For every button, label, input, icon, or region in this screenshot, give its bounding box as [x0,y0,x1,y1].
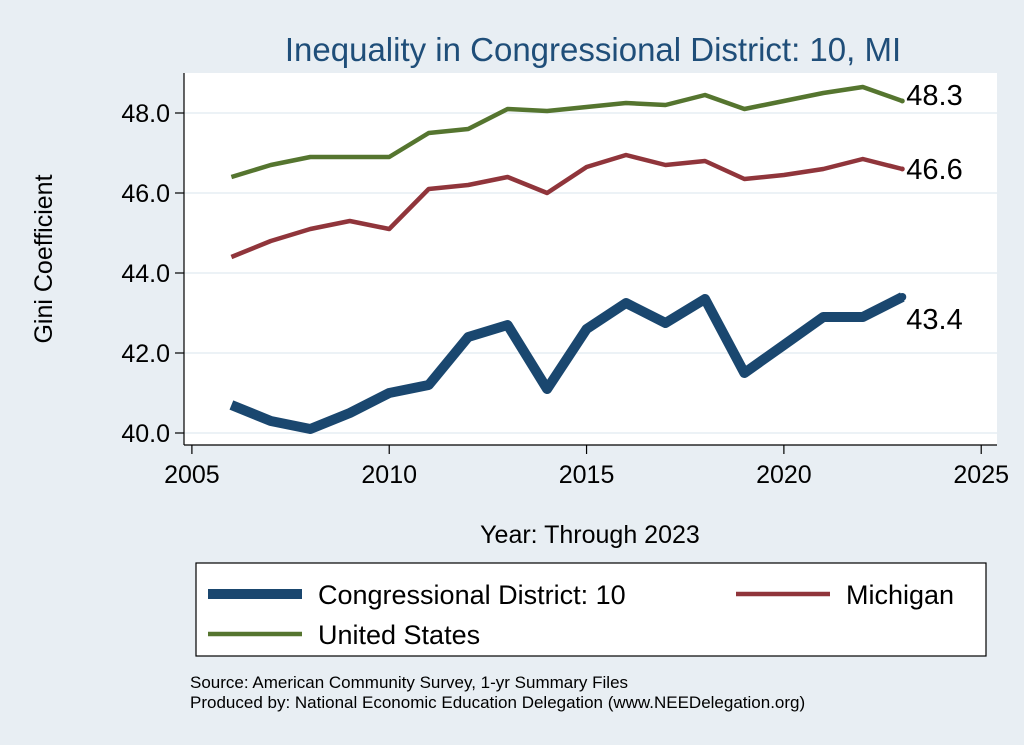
series-end-point-1 [899,166,905,172]
end-labels: 48.3 46.6 43.4 [906,80,962,336]
legend-label-0: Congressional District: 10 [318,580,626,610]
y-tick-label: 48.0 [121,100,170,128]
series-line-1 [230,152,903,260]
series-line-0 [229,292,905,434]
x-tick-label: 2015 [559,461,615,489]
x-tick-label: 2010 [361,461,417,489]
gridlines [184,112,997,434]
legend: Congressional District: 10 Michigan United… [208,580,954,650]
x-tick-label: 2025 [953,461,1009,489]
x-tick-label: 2020 [756,461,812,489]
legend-label-2: United States [318,620,480,650]
series-line-2 [230,84,904,180]
x-axis-ticks: 2005 2010 2015 2020 2025 [164,445,1009,489]
x-tick-label: 2005 [164,461,220,489]
series-lines [229,84,907,434]
series-end-point-0 [898,293,907,301]
plot-area [184,73,997,445]
y-tick-label: 40.0 [121,420,170,448]
producer-note: Produced by: National Economic Education… [190,693,805,712]
y-tick-label: 46.0 [121,180,170,208]
series-end-point-2 [899,98,905,104]
series-end-label-1: 46.6 [906,154,962,186]
series-end-label-2: 48.3 [906,80,962,112]
y-tick-label: 44.0 [121,260,170,288]
series-end-label-0: 43.4 [906,304,962,336]
legend-box [195,562,987,657]
y-axis-title: Gini Coefficient [30,174,58,343]
legend-label-1: Michigan [846,580,954,610]
x-axis-title: Year: Through 2023 [480,521,700,549]
source-note: Source: American Community Survey, 1-yr … [190,673,628,692]
y-tick-label: 42.0 [121,340,170,368]
chart-title: Inequality in Congressional District: 10… [285,31,901,68]
y-axis-ticks: 40.0 42.0 44.0 46.0 48.0 [121,100,184,448]
